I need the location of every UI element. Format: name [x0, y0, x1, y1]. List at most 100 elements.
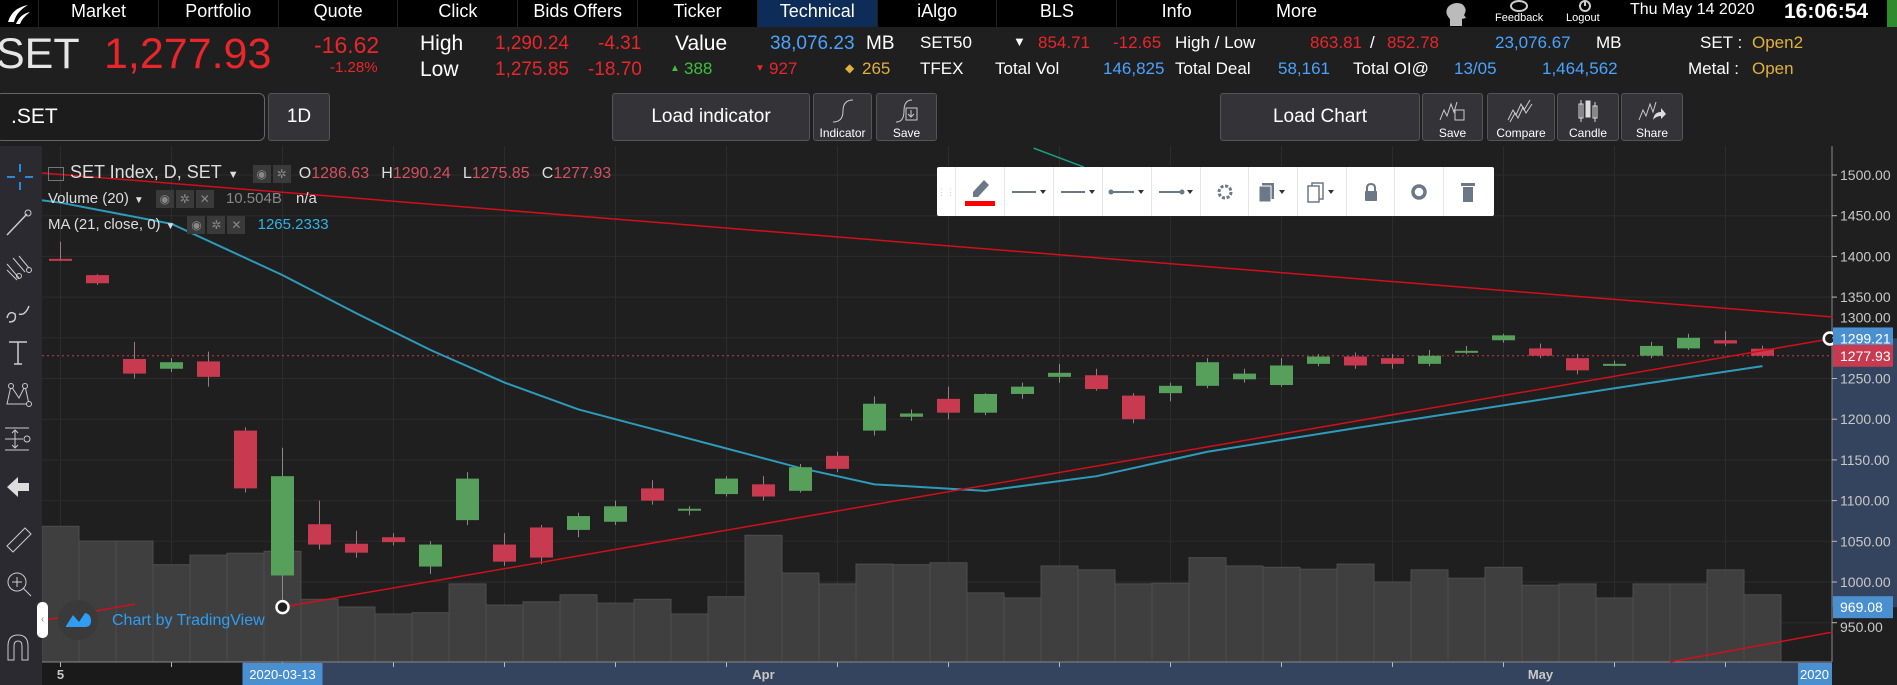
candle-body: [234, 430, 257, 489]
trend-line-icon[interactable]: [5, 208, 35, 238]
line-width-dropdown[interactable]: [1005, 167, 1054, 216]
upper-trend-line: [41, 172, 1833, 318]
volume-bar: [1299, 568, 1338, 663]
volume-bar: [1336, 563, 1375, 663]
save-indicator-button[interactable]: Save: [876, 93, 937, 141]
candle-body: [1122, 395, 1145, 420]
candle-button[interactable]: Candle: [1557, 93, 1619, 141]
candle-body: [1196, 362, 1219, 386]
time-tick-label: May: [1528, 667, 1554, 682]
nav-tab-bls[interactable]: BLS: [996, 0, 1116, 27]
feedback-icon[interactable]: [1508, 0, 1530, 13]
pattern-icon[interactable]: [5, 382, 35, 412]
candle-body: [456, 478, 479, 521]
price-tick-label: 1200.00: [1840, 411, 1891, 427]
nav-tab-technical[interactable]: Technical: [756, 0, 877, 27]
layers-dropdown[interactable]: [1249, 167, 1298, 216]
zoom-in-icon[interactable]: [5, 570, 35, 600]
close-icon[interactable]: ✕: [227, 216, 246, 235]
price-marker-label: 1299.21: [1840, 330, 1891, 346]
nav-tab-ialgo[interactable]: iAlgo: [876, 0, 997, 27]
drag-handle-icon[interactable]: ⋮⋮: [937, 167, 956, 216]
price-tick-label: 1150.00: [1840, 452, 1890, 468]
candle-body: [641, 488, 664, 501]
line-style-dropdown[interactable]: [1054, 167, 1103, 216]
nav-tab-info[interactable]: Info: [1116, 0, 1236, 27]
gear-icon[interactable]: ✲: [175, 190, 194, 209]
eye-icon[interactable]: ◉: [252, 165, 271, 184]
advances: 388: [684, 59, 713, 78]
eye-icon[interactable]: ◉: [187, 216, 206, 235]
symbol-input[interactable]: [0, 93, 265, 141]
volume-bar: [485, 604, 524, 663]
time-end-label: 2020: [1800, 667, 1829, 682]
date-text: Thu May 14 2020: [1630, 1, 1755, 18]
chevron-down-icon[interactable]: ▼: [227, 169, 239, 181]
share-button[interactable]: Share: [1621, 93, 1683, 141]
eye-icon[interactable]: ◉: [155, 190, 174, 209]
crosshair-icon[interactable]: [5, 162, 35, 192]
visibility-button[interactable]: [1395, 167, 1444, 216]
series-title[interactable]: SET Index, D, SET: [70, 162, 222, 182]
settings-button[interactable]: [1201, 167, 1249, 216]
measure-icon[interactable]: [5, 424, 35, 454]
collapse-legend-icon[interactable]: [48, 167, 64, 182]
high-change: -4.31: [598, 33, 642, 54]
feedback-button[interactable]: Feedback: [1495, 12, 1544, 24]
chevron-down-icon[interactable]: ▼: [133, 195, 144, 206]
save-chart-button[interactable]: Save: [1422, 93, 1483, 141]
gear-icon[interactable]: ✲: [207, 216, 226, 235]
chart-save-icon: [1439, 101, 1464, 121]
compare-button[interactable]: Compare: [1487, 93, 1555, 141]
magnet-icon[interactable]: [5, 632, 35, 662]
tradingview-watermark[interactable]: Chart by TradingView: [112, 612, 265, 629]
nav-tab-portfolio[interactable]: Portfolio: [157, 0, 278, 27]
nav-tab-quote[interactable]: Quote: [277, 0, 398, 27]
brush-icon[interactable]: [5, 296, 35, 326]
user-head-icon[interactable]: [1442, 1, 1470, 27]
back-arrow-icon[interactable]: [5, 472, 35, 502]
candle-body: [1307, 356, 1330, 364]
set50-last: 854.71: [1038, 33, 1090, 52]
interval-button[interactable]: 1D: [268, 93, 330, 141]
unchanged: 265: [862, 59, 891, 78]
delete-button[interactable]: [1444, 167, 1492, 216]
text-icon[interactable]: [5, 338, 35, 368]
candle-body: [1233, 373, 1256, 380]
line-color-button[interactable]: [956, 167, 1005, 216]
candle-body: [1640, 345, 1663, 356]
right-end-dropdown[interactable]: [1152, 167, 1201, 216]
collapse-sidebar-handle[interactable]: ‹: [37, 602, 48, 638]
lock-button[interactable]: [1347, 167, 1395, 216]
nav-tab-ticker[interactable]: Ticker: [637, 0, 757, 27]
nav-tab-click[interactable]: Click: [397, 0, 517, 27]
gear-icon[interactable]: ✲: [272, 165, 291, 184]
ma-label[interactable]: MA (21, close, 0): [48, 216, 161, 233]
close-icon[interactable]: ✕: [195, 190, 214, 209]
left-end-dropdown[interactable]: [1103, 167, 1152, 216]
logout-button[interactable]: Logout: [1566, 12, 1600, 24]
ruler-icon[interactable]: [5, 524, 35, 554]
pitchfork-icon[interactable]: [5, 252, 35, 282]
clone-dropdown[interactable]: [1298, 167, 1347, 216]
load-indicator-button[interactable]: Load indicator: [612, 93, 810, 141]
tradingview-logo[interactable]: [58, 600, 98, 640]
load-chart-button[interactable]: Load Chart: [1220, 93, 1420, 141]
volume-label[interactable]: Volume (20): [48, 190, 129, 207]
candle-body: [567, 516, 590, 530]
volume-bar: [522, 601, 561, 663]
set-status-label: SET :: [1700, 33, 1743, 52]
volume-bar: [633, 598, 672, 663]
value-label: Value: [675, 32, 728, 55]
trend-line-handle: [275, 599, 290, 615]
nav-tab-more[interactable]: More: [1236, 0, 1356, 27]
chevron-down-icon[interactable]: ▼: [165, 221, 176, 232]
nav-tab-market[interactable]: Market: [38, 0, 158, 27]
open-label: O: [298, 165, 312, 182]
nav-tab-bids-offers[interactable]: Bids Offers: [517, 0, 637, 27]
indicator-icon: [832, 99, 853, 123]
logout-icon[interactable]: [1577, 0, 1593, 13]
volume-bar: [115, 540, 154, 663]
indicator-button[interactable]: Indicator: [813, 93, 872, 141]
